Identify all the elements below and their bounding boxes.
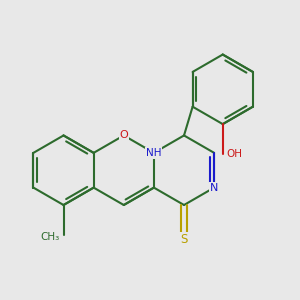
Text: O: O — [119, 130, 128, 140]
Text: N: N — [210, 183, 218, 193]
Text: NH: NH — [146, 148, 162, 158]
Text: OH: OH — [226, 149, 242, 159]
Text: CH₃: CH₃ — [40, 232, 60, 242]
Text: S: S — [180, 232, 188, 246]
